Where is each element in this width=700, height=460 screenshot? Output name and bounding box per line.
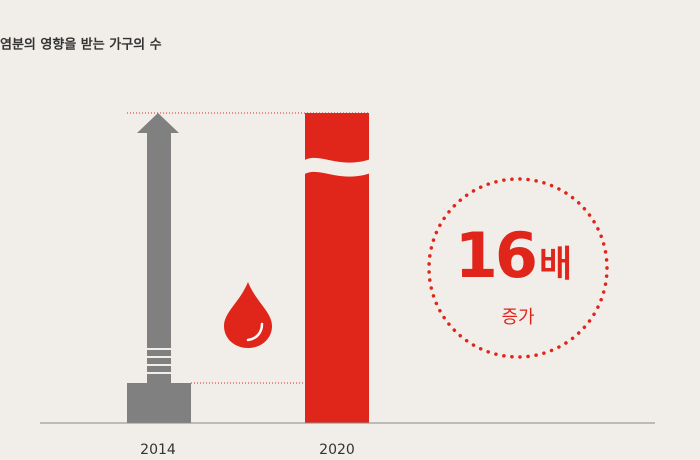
callout-caption: 증가: [501, 307, 534, 328]
callout-number: 16: [455, 219, 535, 292]
callout-circle: [427, 177, 609, 359]
arrow-shaft: [147, 130, 171, 383]
base-block: [127, 383, 191, 423]
axis-break: [300, 157, 374, 177]
title: 염분의 영향을 받는 가구의 수: [0, 37, 162, 53]
column-label: 2020: [319, 442, 355, 458]
column-label: 2014: [140, 442, 176, 458]
arrow-head: [137, 113, 179, 133]
arrow-stripes: [147, 348, 171, 374]
drop-highlight: [246, 322, 264, 342]
callout-unit: 배: [539, 244, 572, 285]
